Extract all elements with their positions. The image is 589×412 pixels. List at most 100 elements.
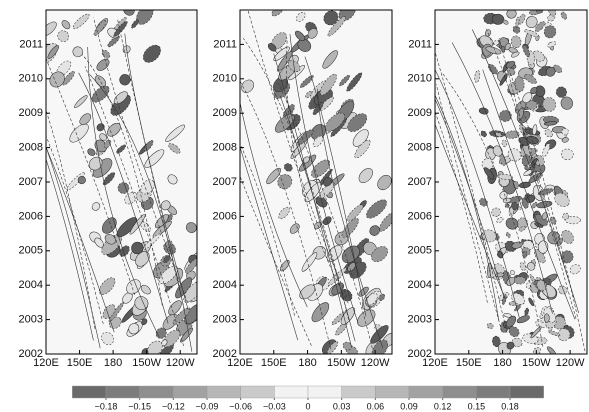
contour-shade — [61, 20, 71, 30]
contour-shade — [525, 16, 538, 29]
contour-shade — [62, 71, 75, 86]
contour-shade — [305, 90, 313, 99]
contour-shade — [271, 32, 288, 49]
contour-shade — [108, 301, 125, 322]
x-tick-label: 120W — [166, 357, 195, 369]
contour-shade — [69, 123, 89, 143]
contour-shade — [502, 19, 509, 25]
contour-shade — [530, 326, 542, 339]
contour-shade — [481, 229, 497, 243]
contour-line — [486, 28, 574, 298]
contour-shade — [340, 307, 356, 325]
y-tick-label: 2004 — [408, 279, 432, 291]
x-tick-label: 120W — [361, 357, 390, 369]
contour-shade — [358, 168, 373, 183]
contour-shade — [480, 130, 487, 138]
contour-shade — [501, 139, 508, 147]
y-tick-label: 2007 — [19, 176, 43, 188]
contour-shade — [185, 222, 197, 233]
y-tick-label: 2011 — [213, 38, 237, 50]
x-tick-label: 180 — [493, 357, 511, 369]
contour-line — [482, 69, 576, 320]
contour-shade — [163, 255, 171, 264]
contour-shade — [172, 307, 191, 325]
contour-shade — [524, 29, 539, 37]
contour-shade — [113, 21, 128, 38]
contour-line — [451, 42, 553, 314]
x-tick-label: 120E — [33, 357, 59, 369]
contour-line — [93, 17, 188, 303]
contour-field — [435, 10, 586, 354]
contour-shade — [87, 148, 96, 156]
x-tick-label: 120W — [556, 357, 585, 369]
contour-shade — [124, 191, 138, 205]
contour-shade — [485, 46, 502, 55]
contour-shade — [504, 42, 511, 51]
colorbar: −0.18 −0.15 −0.12 −0.09 −0.06 −0.03 0 0.03 0.06 0… — [72, 385, 544, 411]
contour-line — [435, 84, 503, 332]
contour-shade — [49, 71, 65, 88]
contour-shade — [159, 265, 178, 285]
y-tick-label: 2005 — [213, 245, 237, 257]
contour-shade — [506, 10, 517, 19]
contour-line — [435, 110, 488, 303]
contour-shade — [378, 293, 385, 301]
y-tick-label: 2009 — [213, 107, 237, 119]
contour-shade — [325, 112, 345, 132]
contour-shade — [341, 245, 360, 264]
contour-shade — [562, 212, 570, 220]
x-tick-label: 150W — [132, 357, 161, 369]
contour-shade — [505, 217, 519, 230]
contour-shade — [526, 135, 539, 144]
colorbar-box — [307, 385, 342, 399]
contour-shade — [505, 232, 511, 238]
contour-shade — [165, 124, 185, 142]
contour-shade — [561, 137, 569, 143]
contour-shade — [267, 43, 277, 52]
contour-line — [247, 10, 348, 298]
contour-shade — [241, 79, 254, 93]
contour-line — [240, 80, 332, 350]
contour-shade — [72, 13, 90, 30]
contour-shade — [312, 135, 324, 148]
contour-shade — [141, 318, 148, 326]
contour-line — [441, 71, 544, 347]
contour-shade — [283, 163, 293, 172]
contour-shade — [280, 259, 290, 272]
contour-shade — [99, 133, 107, 141]
colorbar-label: 0.09 — [400, 401, 418, 411]
contour-line — [289, 34, 359, 324]
y-tick-label: 2010 — [19, 73, 43, 85]
contour-shade — [160, 200, 171, 211]
colorbar-box — [206, 385, 241, 399]
contour-line — [278, 83, 373, 349]
colorbar-box — [341, 385, 376, 399]
y-tick-label: 2011 — [19, 38, 43, 50]
contour-line — [435, 94, 500, 321]
contour-shade — [492, 335, 501, 348]
contour-shade — [518, 13, 526, 25]
contour-line — [304, 56, 367, 317]
y-tick-label: 2007 — [213, 176, 237, 188]
colorbar-box — [173, 385, 208, 399]
x-tick-label: 120E — [422, 357, 448, 369]
y-tick-label: 2008 — [19, 142, 43, 154]
contour-shade — [557, 328, 571, 342]
contour-shade — [102, 172, 116, 186]
colorbar-box — [375, 385, 410, 399]
contour-shade — [77, 176, 86, 185]
contour-shade — [534, 222, 544, 228]
contour-shade — [499, 73, 508, 86]
contour-line — [240, 100, 308, 308]
y-tick-label: 2006 — [213, 210, 237, 222]
y-tick-label: 2002 — [213, 348, 237, 360]
contour-shade — [346, 72, 363, 92]
contour-shade — [131, 241, 144, 255]
contour-shade — [96, 58, 110, 71]
contour-shade — [88, 156, 103, 171]
colorbar-box — [408, 385, 443, 399]
contour-shade — [366, 199, 387, 219]
colorbar-label: 0.03 — [333, 401, 351, 411]
colorbar-box — [509, 385, 544, 399]
contour-shade — [119, 74, 131, 86]
